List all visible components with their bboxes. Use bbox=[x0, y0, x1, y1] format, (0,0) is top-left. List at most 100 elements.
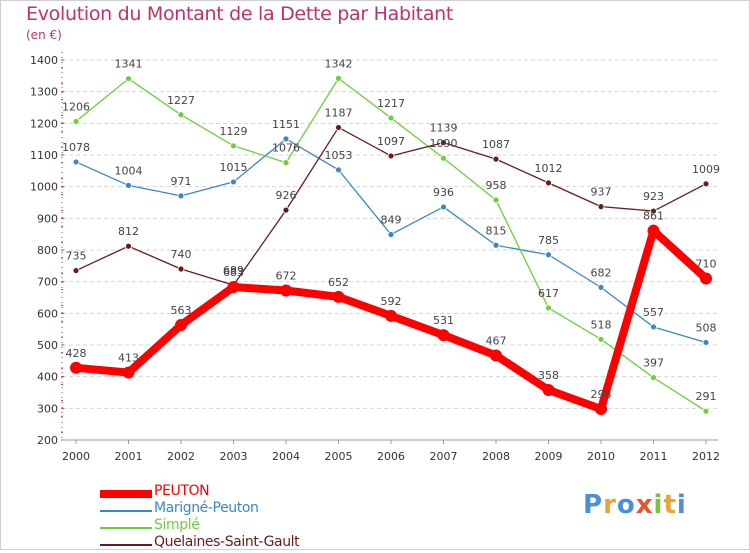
data-point bbox=[545, 179, 552, 187]
data-point bbox=[440, 154, 447, 162]
data-label: 1187 bbox=[325, 106, 353, 119]
data-label: 652 bbox=[328, 276, 349, 289]
y-tick-label: 500 bbox=[37, 339, 58, 352]
x-tick-label: 2008 bbox=[482, 450, 510, 463]
data-label: 785 bbox=[538, 234, 559, 247]
data-label: 1227 bbox=[167, 94, 195, 107]
logo-letter: P bbox=[583, 490, 604, 520]
data-point bbox=[545, 304, 552, 312]
y-tick-label: 600 bbox=[37, 307, 58, 320]
legend-swatch bbox=[100, 527, 152, 529]
legend-swatch bbox=[100, 510, 152, 512]
data-point bbox=[437, 329, 450, 342]
data-point bbox=[440, 203, 447, 211]
data-label: 682 bbox=[591, 266, 612, 279]
legend-label: PEUTON bbox=[154, 483, 210, 499]
data-point bbox=[335, 124, 342, 131]
data-label: 557 bbox=[643, 306, 664, 319]
data-label: 1151 bbox=[272, 118, 300, 131]
data-point bbox=[70, 361, 82, 374]
y-tick-label: 1400 bbox=[30, 54, 58, 67]
data-label: 1342 bbox=[325, 57, 353, 70]
data-point bbox=[492, 241, 500, 249]
y-tick-label: 400 bbox=[37, 371, 58, 384]
data-label: 1097 bbox=[377, 135, 405, 148]
data-label: 531 bbox=[433, 314, 454, 327]
data-point bbox=[387, 152, 395, 160]
x-tick-label: 2012 bbox=[692, 450, 720, 463]
data-label: 358 bbox=[538, 369, 559, 382]
y-tick-label: 1000 bbox=[30, 181, 58, 194]
data-point bbox=[647, 224, 660, 237]
data-label: 936 bbox=[433, 186, 454, 199]
x-tick-label: 2000 bbox=[62, 450, 90, 463]
data-label: 617 bbox=[538, 287, 559, 300]
data-point bbox=[230, 178, 237, 186]
data-point bbox=[332, 290, 345, 303]
data-point bbox=[72, 267, 80, 274]
data-label: 1076 bbox=[272, 142, 300, 155]
data-label: 298 bbox=[591, 388, 612, 401]
data-label: 740 bbox=[171, 248, 192, 261]
data-point bbox=[72, 118, 80, 125]
data-label: 1078 bbox=[62, 141, 90, 154]
data-point bbox=[385, 309, 397, 322]
x-tick-label: 2010 bbox=[587, 450, 615, 463]
data-label: 1012 bbox=[535, 162, 563, 175]
y-tick-label: 900 bbox=[37, 212, 58, 225]
legend-label: Marigné-Peuton bbox=[154, 500, 259, 516]
data-label: 1009 bbox=[692, 163, 720, 176]
data-label: 689 bbox=[223, 264, 244, 277]
y-tick-label: 200 bbox=[37, 434, 58, 447]
data-point bbox=[440, 139, 447, 147]
y-tick-label: 700 bbox=[37, 276, 58, 289]
data-label: 861 bbox=[643, 210, 664, 223]
data-label: 1004 bbox=[115, 164, 143, 177]
data-point bbox=[490, 349, 502, 362]
data-point bbox=[702, 407, 710, 415]
data-point bbox=[177, 192, 185, 200]
data-point bbox=[597, 203, 605, 211]
data-point bbox=[545, 251, 552, 259]
x-tick-label: 2001 bbox=[115, 450, 143, 463]
data-point bbox=[282, 159, 290, 167]
y-tick-label: 300 bbox=[37, 402, 58, 415]
legend-label: Simplé bbox=[154, 517, 200, 533]
data-point bbox=[650, 207, 657, 215]
data-point bbox=[282, 135, 290, 143]
data-label: 291 bbox=[696, 390, 717, 403]
data-label: 428 bbox=[66, 347, 87, 360]
x-tick-label: 2006 bbox=[377, 450, 405, 463]
data-label: 413 bbox=[118, 352, 139, 365]
data-point bbox=[595, 402, 607, 415]
data-point bbox=[387, 231, 395, 238]
data-label: 812 bbox=[118, 225, 139, 238]
data-label: 735 bbox=[66, 250, 87, 263]
data-point bbox=[335, 166, 342, 174]
data-point bbox=[230, 142, 237, 150]
data-label: 1015 bbox=[220, 161, 248, 174]
data-label: 1139 bbox=[430, 122, 458, 135]
data-point bbox=[227, 281, 240, 294]
y-tick-label: 1200 bbox=[30, 117, 58, 130]
data-point bbox=[492, 196, 500, 204]
data-point bbox=[125, 75, 132, 83]
y-tick-label: 800 bbox=[37, 244, 58, 257]
data-label: 518 bbox=[591, 318, 612, 331]
data-label: 923 bbox=[643, 190, 664, 203]
data-point bbox=[542, 383, 555, 396]
data-point bbox=[700, 272, 712, 285]
logo-letter: i bbox=[676, 490, 687, 520]
data-label: 508 bbox=[696, 321, 717, 334]
logo-letter: o bbox=[616, 490, 636, 520]
logo-letter: t bbox=[663, 490, 677, 520]
x-tick-label: 2011 bbox=[640, 450, 668, 463]
data-point bbox=[175, 319, 187, 332]
chart-title: Evolution du Montant de la Dette par Hab… bbox=[26, 3, 454, 25]
data-label: 937 bbox=[591, 186, 612, 199]
data-label: 467 bbox=[486, 334, 507, 347]
data-label: 1053 bbox=[325, 149, 353, 162]
data-label: 710 bbox=[696, 258, 717, 271]
x-tick-label: 2005 bbox=[325, 450, 353, 463]
data-label: 926 bbox=[276, 189, 297, 202]
